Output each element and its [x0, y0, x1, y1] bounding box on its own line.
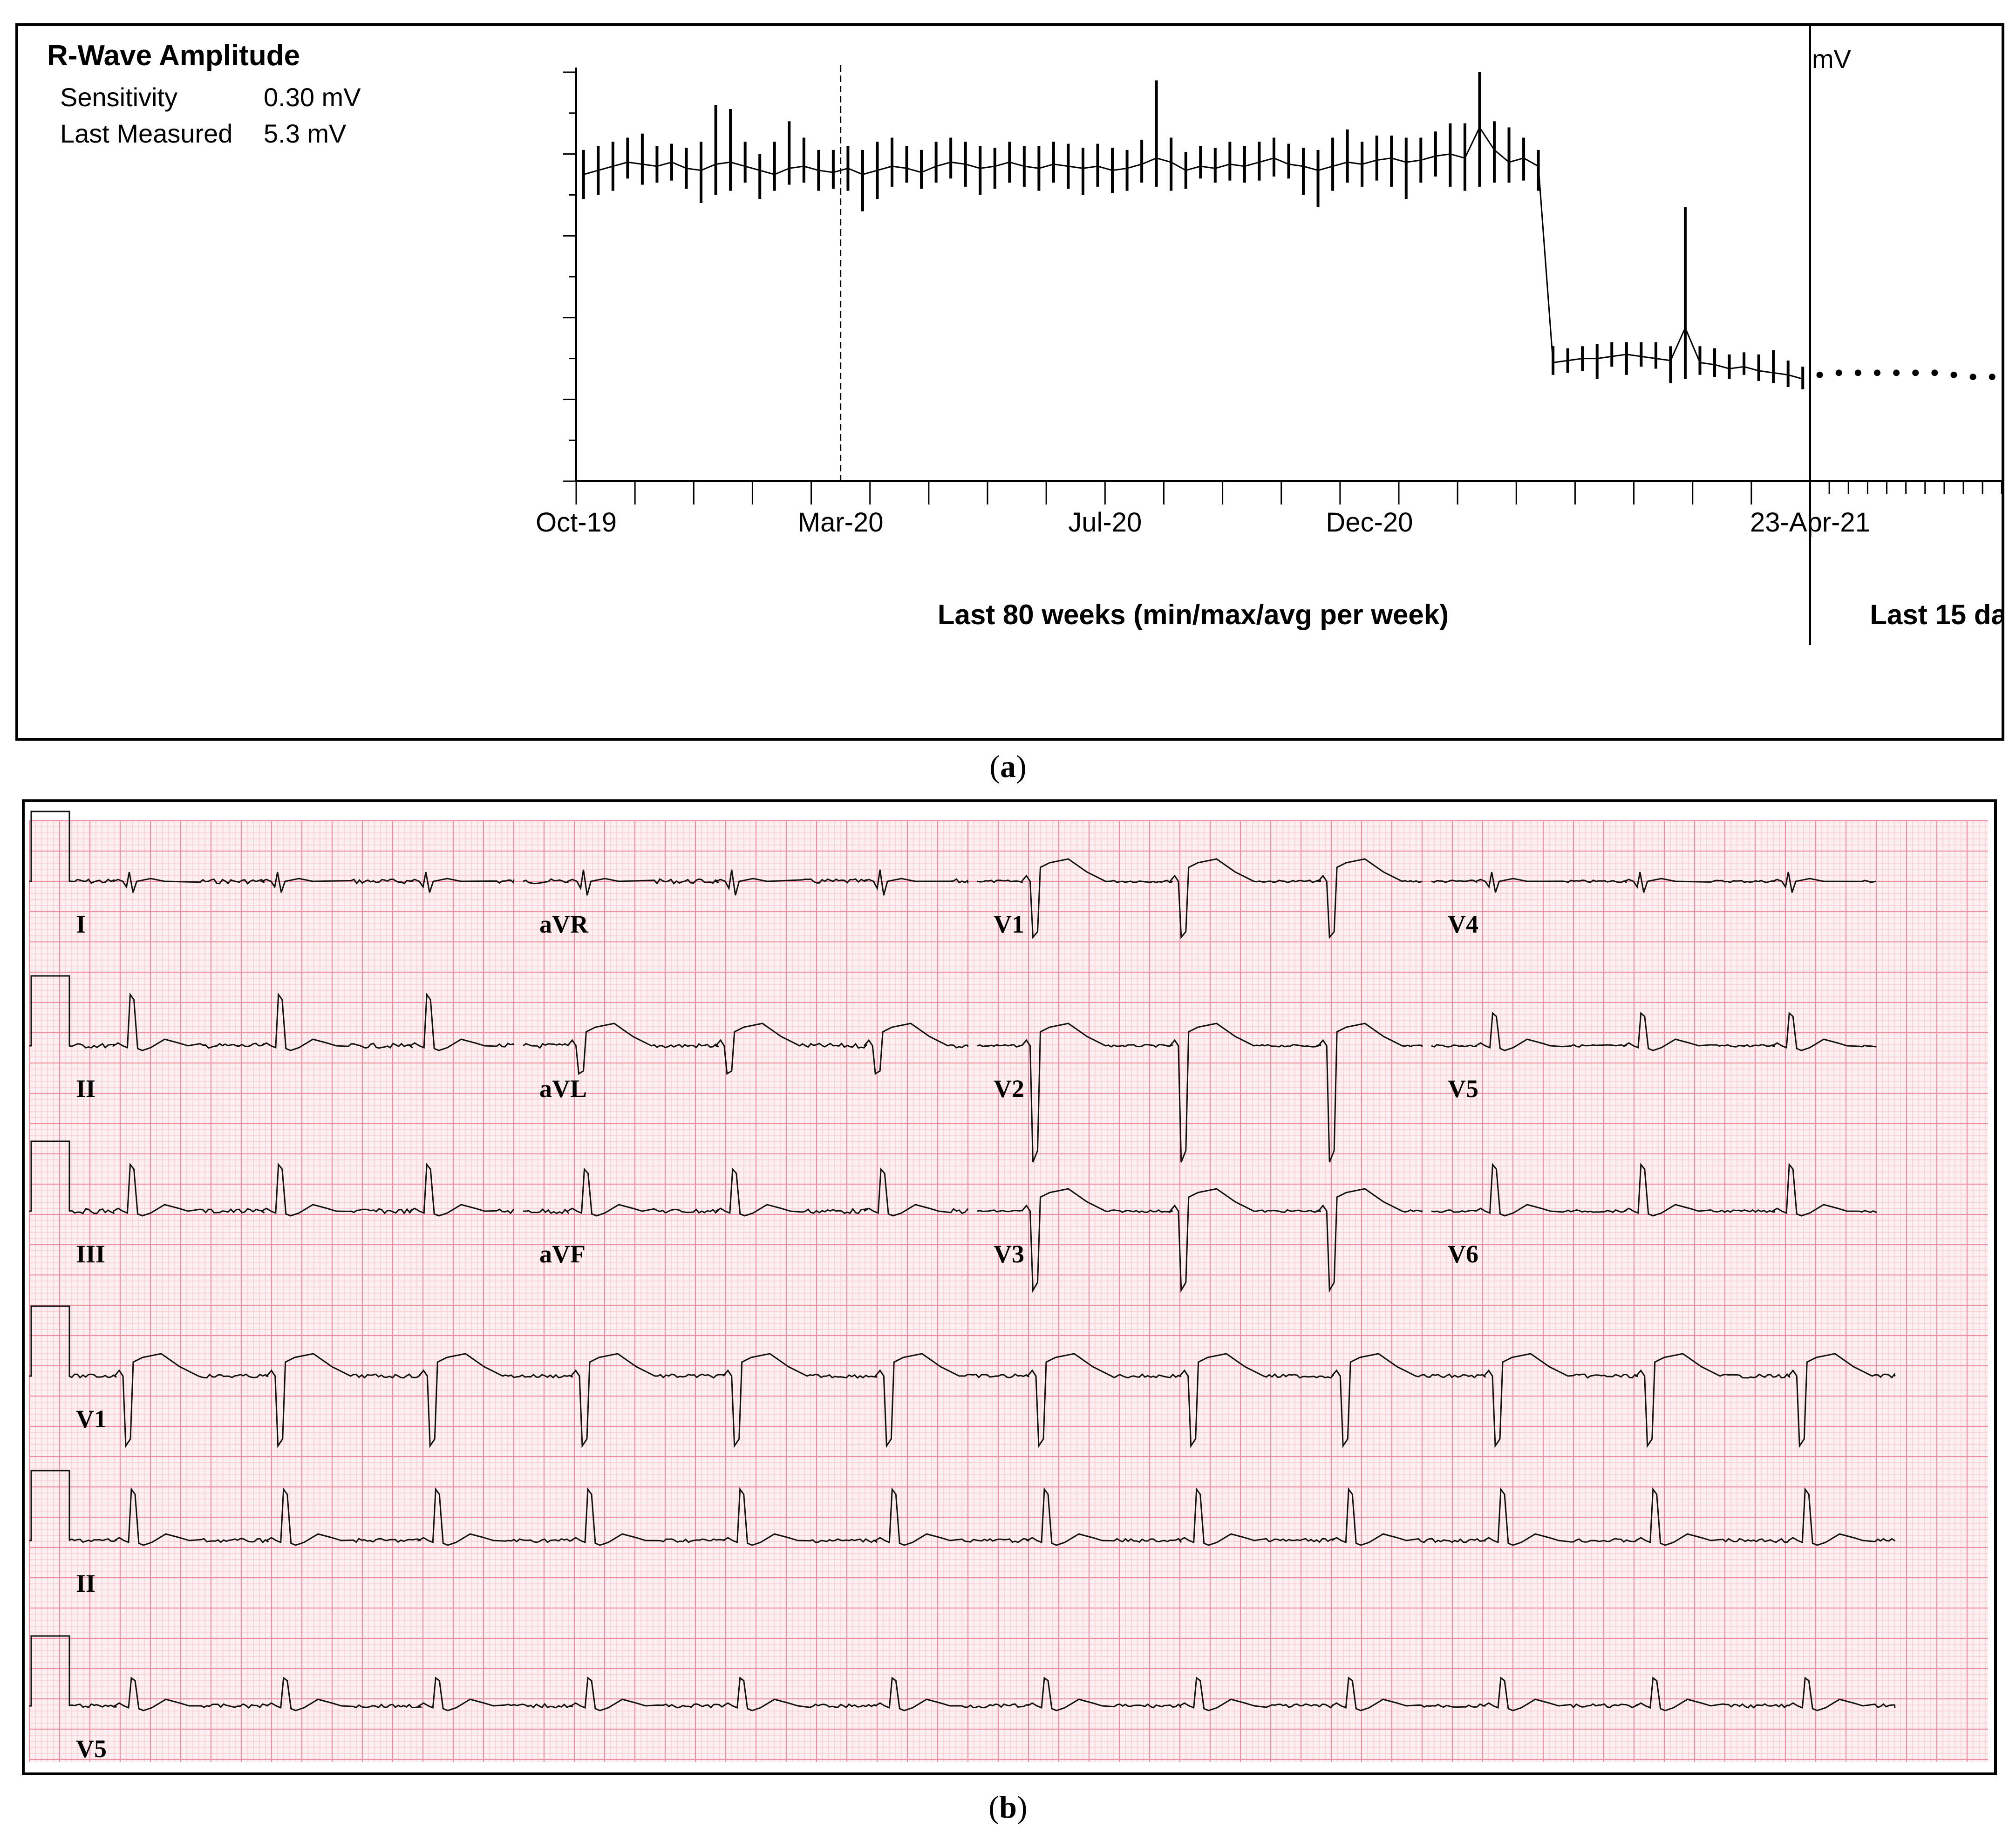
lead-label: aVR — [539, 910, 589, 938]
chart-title: R-Wave Amplitude — [47, 40, 300, 72]
daily-point — [1989, 374, 1996, 381]
lead-label: V5 — [76, 1735, 107, 1763]
lead-label: V2 — [994, 1075, 1024, 1103]
calibration-pulse — [29, 1635, 70, 1707]
lead-label: aVL — [539, 1075, 587, 1103]
rwave-amplitude-panel: R-Wave Amplitude Sensitivity 0.30 mV Las… — [15, 23, 2004, 741]
daily-point — [1969, 374, 1976, 381]
lead-label: III — [76, 1240, 105, 1268]
x-tick-label: Oct-19 — [536, 507, 617, 538]
daily-point — [1950, 371, 1957, 378]
last-measured-value: 5.3 mV — [264, 119, 347, 148]
lead-label: V6 — [1448, 1240, 1478, 1268]
x-tick-label: Dec-20 — [1326, 507, 1413, 538]
daily-point — [1816, 371, 1823, 378]
lead-label: V3 — [994, 1240, 1024, 1268]
rhythm-trace — [68, 1353, 1896, 1448]
ecg-major-grid — [28, 820, 1988, 1762]
ecg-trace — [523, 1022, 969, 1075]
rhythm-trace — [68, 1677, 1896, 1711]
ecg-trace — [977, 1022, 1423, 1163]
rhythm-trace — [68, 1487, 1896, 1546]
daily-point — [1854, 369, 1861, 376]
last-measured-label: Last Measured — [60, 119, 233, 148]
lead-label: aVF — [539, 1240, 586, 1268]
ecg-trace — [1431, 872, 1876, 893]
lead-label: II — [76, 1075, 95, 1103]
ecg-trace — [1431, 1011, 1877, 1051]
sensitivity-value: 0.30 mV — [264, 82, 361, 112]
caption-b: (b) — [988, 1789, 1028, 1825]
y-unit-label: mV — [1812, 44, 1852, 74]
lead-label: I — [76, 910, 86, 938]
weekly-avg-line — [583, 126, 1803, 380]
ecg-trace — [977, 1188, 1423, 1293]
lead-label: II — [76, 1569, 95, 1597]
x-tick-label: Jul-20 — [1068, 507, 1142, 538]
lead-label: V5 — [1448, 1075, 1478, 1103]
daily-section-label: Last 15 days — [1870, 599, 2002, 630]
lead-label: V1 — [76, 1405, 107, 1433]
ecg-minor-grid — [29, 821, 1988, 1762]
ecg-trace — [68, 872, 515, 893]
ecg-trace — [1431, 1163, 1877, 1217]
daily-point — [1835, 369, 1842, 376]
lead-label: V4 — [1448, 910, 1478, 938]
calibration-pulse — [29, 1470, 70, 1541]
ecg-trace — [68, 1163, 514, 1217]
ecg-trace — [68, 992, 515, 1051]
daily-point — [1893, 369, 1900, 376]
caption-a: (a) — [989, 749, 1027, 784]
daily-point — [1912, 369, 1919, 376]
ecg-grid-area — [29, 821, 1988, 1762]
calibration-pulse — [29, 1140, 70, 1212]
calibration-pulse — [29, 1305, 70, 1377]
ecg-trace — [523, 1167, 969, 1217]
x-tick-label: Mar-20 — [798, 507, 884, 538]
sensitivity-label: Sensitivity — [60, 82, 178, 112]
daily-point — [1873, 369, 1880, 376]
ecg-trace — [977, 858, 1423, 939]
weekly-section-label: Last 80 weeks (min/max/avg per week) — [938, 599, 1449, 630]
calibration-pulse — [29, 811, 70, 882]
ecg-trace — [523, 869, 969, 896]
rwave-trend-chart: 0481216>20mVOct-19Mar-20Jul-20Dec-2023-A… — [536, 26, 2002, 645]
lead-label: V1 — [994, 910, 1024, 938]
calibration-pulse — [29, 975, 70, 1047]
daily-point — [1931, 369, 1938, 376]
